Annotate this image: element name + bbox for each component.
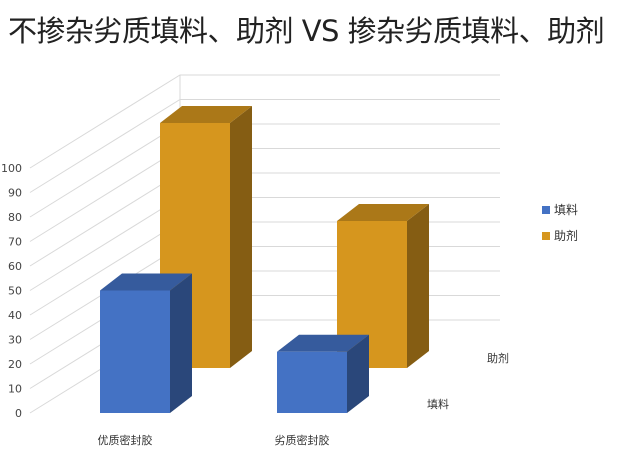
y-tick-label: 50 [8, 285, 22, 298]
y-tick-label: 70 [8, 236, 22, 249]
gridline [29, 99, 500, 193]
legend-swatch [542, 206, 550, 214]
y-tick-label: 20 [8, 358, 22, 371]
x-category-label: 优质密封胶 [98, 433, 153, 447]
series-depth-label: 助剂 [487, 351, 509, 365]
chart-title: 不掺杂劣质填料、助剂 VS 掺杂劣质填料、助剂 [8, 14, 605, 48]
y-tick-label: 0 [15, 407, 22, 420]
y-tick-label: 80 [8, 211, 22, 224]
legend-label: 助剂 [554, 228, 578, 243]
bar-0-1 [277, 334, 369, 413]
y-tick-label: 40 [8, 309, 22, 322]
gridline [29, 172, 500, 267]
legend-swatch [542, 232, 550, 240]
y-axis: 0 10 20 30 40 50 60 70 80 90 100 [1, 162, 22, 420]
y-tick-label: 10 [8, 383, 22, 396]
x-category-label: 劣质密封胶 [275, 433, 330, 447]
bar-0-0 [100, 273, 192, 413]
x-axis-categories: 优质密封胶 劣质密封胶 [98, 433, 330, 447]
gridline [29, 74, 500, 169]
y-tick-label: 100 [1, 162, 22, 175]
chart-bars [100, 106, 429, 413]
y-tick-label: 60 [8, 260, 22, 273]
gridline [29, 197, 500, 291]
series-depth-label: 填料 [427, 397, 449, 411]
series-depth-labels: 填料 助剂 [427, 351, 509, 411]
y-tick-label: 30 [8, 334, 22, 347]
gridline [29, 123, 500, 218]
legend-label: 填料 [554, 203, 578, 217]
bar-1-0 [160, 106, 252, 368]
y-tick-label: 90 [8, 187, 22, 200]
gridline [29, 148, 500, 242]
bar-1-1 [337, 204, 429, 368]
